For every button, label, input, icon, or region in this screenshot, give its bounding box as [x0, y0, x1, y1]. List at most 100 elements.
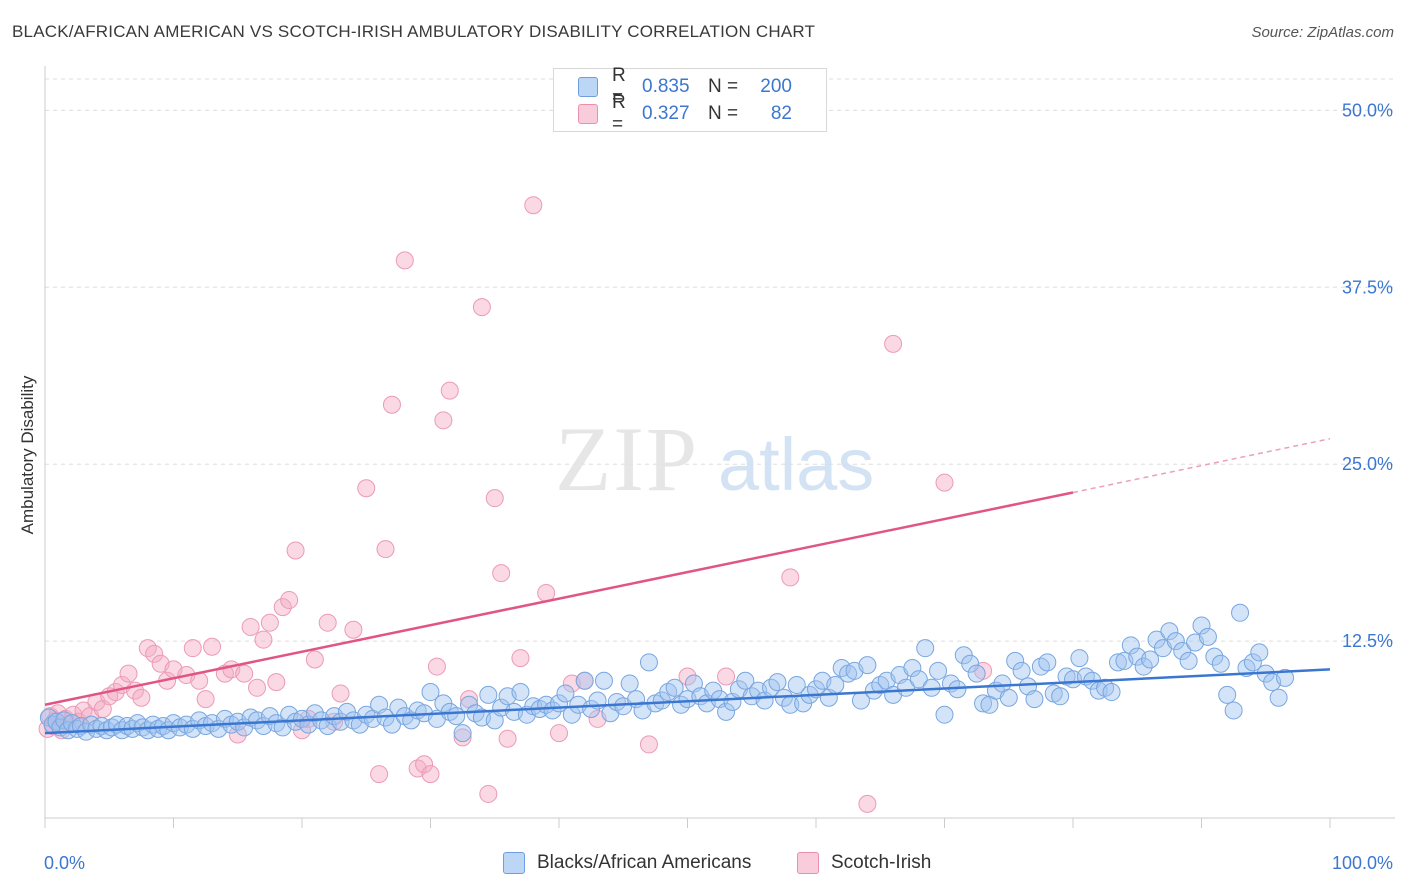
scotch-irish-point: [492, 564, 511, 583]
black-african-american-point: [1160, 622, 1179, 641]
series-legend-pink[interactable]: Scotch-Irish: [797, 852, 931, 874]
series-legend-blue[interactable]: Blacks/African Americans: [503, 852, 751, 874]
black-african-american-point: [916, 639, 935, 658]
scotch-irish-point: [382, 395, 401, 414]
y-tick-label: 50.0%: [1342, 100, 1393, 120]
series-name-blue: Blacks/African Americans: [537, 852, 752, 873]
black-african-american-point: [929, 661, 948, 680]
scotch-irish-point: [286, 541, 305, 560]
scotch-irish-point: [196, 690, 215, 709]
black-african-american-point: [1231, 603, 1250, 622]
black-african-american-point: [1243, 653, 1262, 672]
black-african-american-point: [453, 724, 472, 743]
black-african-american-point: [896, 678, 915, 697]
scotch-irish-point: [415, 755, 434, 774]
black-african-american-point: [1108, 653, 1127, 672]
black-african-american-point: [1006, 651, 1025, 670]
black-african-american-point: [1218, 685, 1237, 704]
black-african-american-point: [961, 654, 980, 673]
scotch-irish-point: [145, 644, 164, 663]
scotch-irish-point: [935, 473, 954, 492]
black-african-american-point: [260, 707, 279, 726]
scotch-irish-point: [241, 617, 260, 636]
black-african-american-point: [1192, 616, 1211, 635]
black-african-american-point: [1070, 649, 1089, 668]
black-african-american-point: [1250, 643, 1269, 662]
black-african-american-point: [1102, 683, 1121, 702]
scotch-irish-point: [472, 298, 491, 317]
scotch-irish-point: [639, 735, 658, 754]
correlation-legend: R = 0.835 N = 200 R = 0.327 N = 82: [553, 65, 827, 135]
black-african-american-point: [620, 674, 639, 693]
tick-labels: 12.5% 25.0% 37.5% 50.0% 0.0% 100.0%: [44, 100, 1393, 873]
series-legend: Blacks/African Americans Scotch-Irish: [0, 852, 1406, 878]
black-african-american-point: [543, 701, 562, 720]
series-swatch-blue: [503, 852, 525, 874]
black-african-american-point: [1025, 690, 1044, 709]
scotch-irish-point: [498, 729, 517, 748]
scotch-irish-point: [511, 649, 530, 668]
axes: [44, 66, 1395, 828]
black-african-american-point: [665, 678, 684, 697]
legend-n-value: 200: [760, 76, 792, 97]
scotch-irish-point: [248, 678, 267, 697]
x-tick-label-max: 100.0%: [1332, 853, 1393, 873]
black-african-american-point: [1141, 650, 1160, 669]
trend-lines: [44, 437, 1331, 735]
legend-swatch-blue: [578, 77, 598, 97]
black-african-american-point: [787, 675, 806, 694]
y-tick-label: 37.5%: [1342, 277, 1393, 297]
black-african-american-point: [1121, 636, 1140, 655]
scotch-irish-point: [132, 688, 151, 707]
black-african-american-point: [999, 688, 1018, 707]
legend-r-label: R =: [612, 65, 626, 108]
y-tick-label: 25.0%: [1342, 454, 1393, 474]
legend-swatch-pink: [578, 104, 598, 124]
black-african-american-point: [1205, 647, 1224, 666]
scotch-irish-point: [858, 794, 877, 813]
black-african-american-point: [1012, 661, 1031, 680]
watermark: ZIP atlas: [555, 408, 874, 510]
scotch-irish-point: [331, 684, 350, 703]
black-african-american-point: [858, 656, 877, 675]
scotch-irish-point: [235, 664, 254, 683]
scotch-irish-point: [228, 725, 247, 744]
black-african-american-point: [305, 704, 324, 723]
black-african-american-point: [768, 673, 787, 692]
legend-n-value: 82: [770, 103, 792, 124]
scotch-irish-point: [524, 196, 543, 215]
scotch-irish-point: [395, 251, 414, 270]
black-african-american-point: [102, 718, 121, 737]
scotch-irish-point: [884, 334, 903, 353]
scotch-irish-trend-extension: [1072, 437, 1331, 494]
black-african-american-point: [1211, 654, 1230, 673]
chart-title: BLACK/AFRICAN AMERICAN VS SCOTCH-IRISH A…: [12, 22, 816, 41]
black-african-american-point: [736, 671, 755, 690]
black-african-american-point: [1198, 627, 1217, 646]
scotch-irish-point: [119, 664, 138, 683]
source-label: Source: ZipAtlas.com: [1251, 24, 1394, 41]
y-tick-label: 12.5%: [1342, 631, 1393, 651]
watermark-atlas: atlas: [718, 423, 874, 506]
legend-n-label: N =: [708, 76, 739, 97]
black-african-american-point: [479, 685, 498, 704]
scotch-irish-point: [344, 620, 363, 639]
gridlines: [45, 78, 1395, 642]
scotch-irish-point: [421, 765, 440, 784]
scotch-irish-point: [427, 657, 446, 676]
scotch-irish-point: [203, 637, 222, 656]
scotch-irish-trend-line: [44, 491, 1074, 707]
black-african-american-point: [909, 670, 928, 689]
legend-r-value: 0.835: [642, 76, 690, 97]
legend-r-value: 0.327: [642, 103, 690, 124]
legend-n-label: N =: [708, 103, 739, 124]
scotch-irish-point: [318, 613, 337, 632]
scotch-irish-point: [305, 650, 324, 669]
scotch-irish-point: [440, 381, 459, 400]
scotch-irish-point: [678, 667, 697, 686]
scotch-irish-point: [434, 411, 453, 430]
x-tick-label-min: 0.0%: [44, 853, 85, 873]
black-african-american-point: [935, 705, 954, 724]
scotch-irish-point: [254, 630, 273, 649]
legend-row-blue: R = 0.835 N = 200: [578, 65, 792, 108]
